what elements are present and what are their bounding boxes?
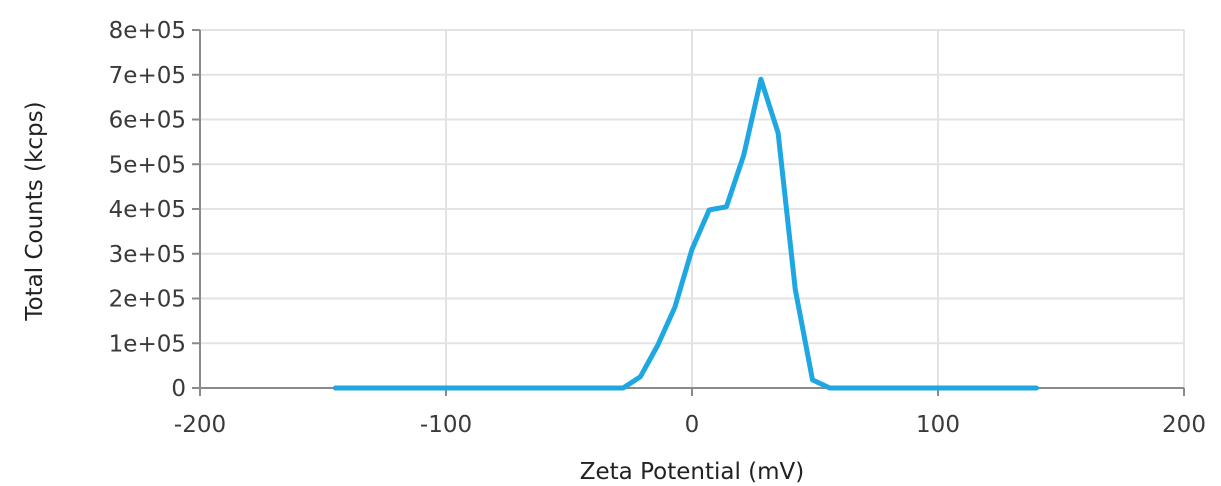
y-tick-label: 5e+05 bbox=[109, 152, 186, 178]
x-axis-title: Zeta Potential (mV) bbox=[580, 459, 805, 485]
x-tick-label: -100 bbox=[420, 412, 472, 438]
y-tick-label: 6e+05 bbox=[109, 108, 186, 134]
series-layer bbox=[332, 76, 1039, 391]
series-line bbox=[332, 76, 1039, 391]
x-tick-label: 0 bbox=[685, 412, 700, 438]
grid-lines bbox=[199, 29, 1185, 388]
y-tick-label: 0 bbox=[171, 376, 186, 402]
x-tick-label: -200 bbox=[174, 412, 226, 438]
axes bbox=[192, 29, 1185, 396]
y-tick-label: 3e+05 bbox=[109, 242, 186, 268]
y-axis-title: Total Counts (kcps) bbox=[22, 101, 48, 321]
x-tick-label: 200 bbox=[1162, 412, 1206, 438]
x-tick-label: 100 bbox=[916, 412, 960, 438]
y-tick-label: 4e+05 bbox=[109, 197, 186, 223]
tick-labels: 0 1e+05 2e+05 3e+05 4e+05 5e+05 6e+05 7e+05 8e+0… bbox=[109, 18, 1206, 438]
y-tick-label: 8e+05 bbox=[109, 18, 186, 44]
y-tick-label: 1e+05 bbox=[109, 331, 186, 357]
y-tick-label: 2e+05 bbox=[109, 287, 186, 313]
y-tick-label: 7e+05 bbox=[109, 63, 186, 89]
